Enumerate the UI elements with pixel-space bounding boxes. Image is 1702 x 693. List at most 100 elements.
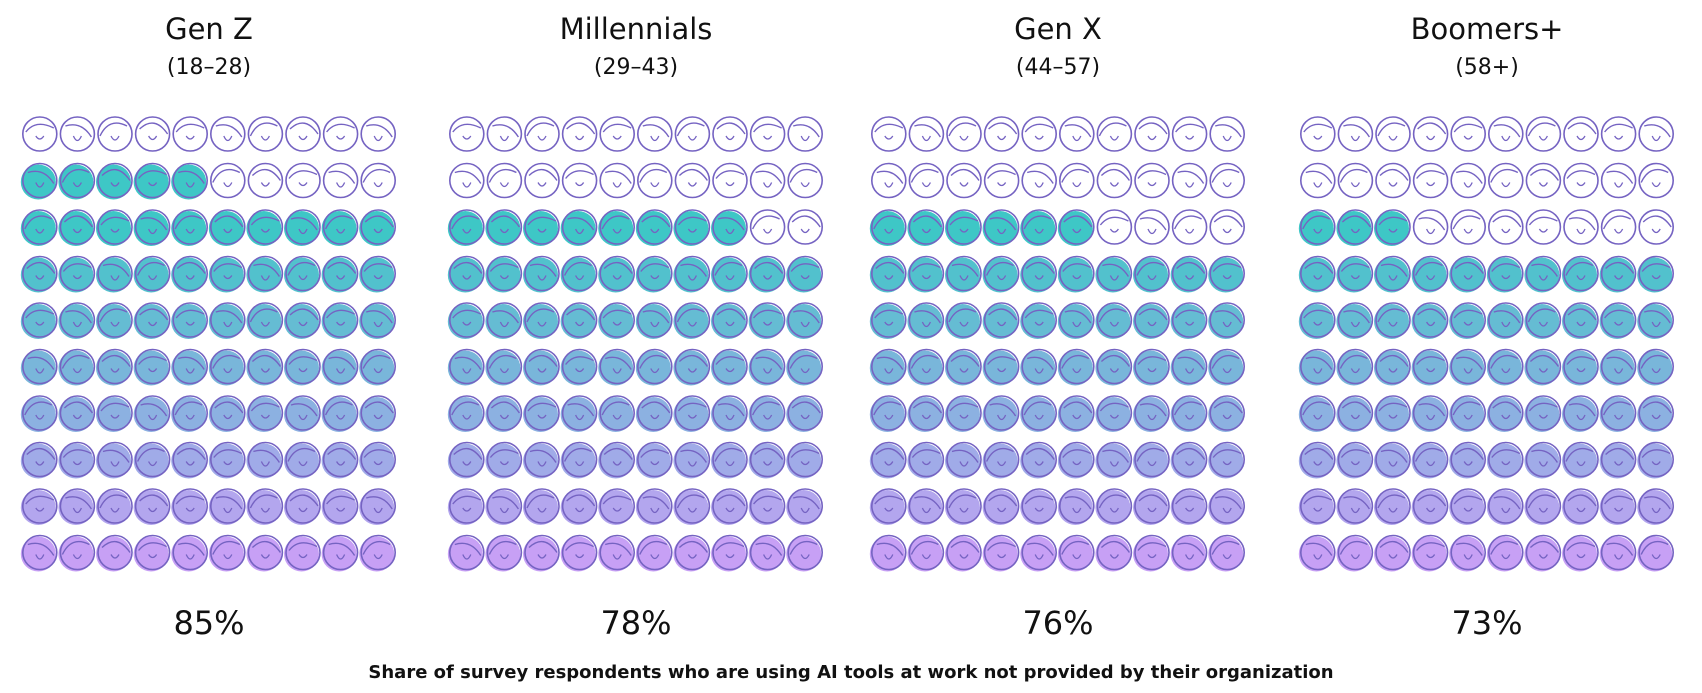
face-feature xyxy=(1313,321,1323,326)
face-outline xyxy=(21,116,58,152)
face-outline xyxy=(1525,302,1562,338)
face-hair xyxy=(791,401,821,414)
face-fill xyxy=(20,397,56,432)
face-outline xyxy=(1488,116,1524,152)
face-outline xyxy=(1525,348,1562,385)
face-fill xyxy=(96,490,131,525)
face-hair xyxy=(951,263,979,277)
face-outline xyxy=(360,534,397,571)
face-outline xyxy=(97,488,133,524)
face-feature xyxy=(612,135,622,140)
face-feature xyxy=(298,321,308,327)
face-outline xyxy=(322,441,359,478)
face-hair xyxy=(1378,402,1408,412)
face-hair xyxy=(1414,447,1443,462)
face-feature xyxy=(72,321,82,328)
face-hair xyxy=(1173,401,1202,416)
face-outline xyxy=(636,302,673,338)
face-outline xyxy=(448,209,485,245)
face-feature xyxy=(1222,228,1232,234)
face-outline xyxy=(1525,488,1562,524)
face-hair xyxy=(1454,447,1484,460)
face-outline xyxy=(1525,534,1562,571)
face-feature xyxy=(1147,414,1157,421)
face-feature xyxy=(110,182,120,187)
face-hair xyxy=(1100,354,1130,367)
face-hair xyxy=(642,124,670,138)
face-outline xyxy=(322,488,359,524)
face-outline xyxy=(322,255,359,292)
face-outline xyxy=(1638,255,1674,292)
face-outline xyxy=(1134,488,1170,524)
face-outline xyxy=(1638,534,1674,571)
face-outline xyxy=(1171,395,1208,431)
face-feature xyxy=(997,461,1007,467)
face-outline xyxy=(524,488,560,524)
face-feature xyxy=(499,414,509,420)
face-hair xyxy=(1304,261,1334,274)
face-fill xyxy=(485,350,521,386)
face-feature xyxy=(1614,461,1624,466)
face-hair xyxy=(528,354,558,367)
face-outline xyxy=(1638,302,1674,338)
face-fill xyxy=(321,490,357,525)
face-hair xyxy=(1565,447,1594,462)
face-outline xyxy=(1096,395,1133,431)
face-fill xyxy=(1020,397,1056,432)
face-hair xyxy=(364,215,394,228)
face-hair xyxy=(563,261,592,276)
face-outline xyxy=(1171,302,1208,338)
face-outline xyxy=(1134,441,1170,478)
face-hair xyxy=(249,308,278,323)
face-feature xyxy=(298,135,308,141)
face-feature xyxy=(462,554,472,560)
face-outline xyxy=(1337,162,1374,199)
face-hair xyxy=(27,356,55,370)
face-fill xyxy=(246,397,282,432)
face-feature xyxy=(148,368,158,373)
face-feature xyxy=(72,507,82,514)
face-hair xyxy=(1490,168,1519,183)
face-outline xyxy=(1412,441,1449,478)
face-hair xyxy=(874,309,904,319)
face-outline xyxy=(360,116,397,152)
face-fill xyxy=(1411,443,1447,479)
face-feature xyxy=(336,275,346,280)
face-hair xyxy=(65,124,92,138)
face-hair xyxy=(1455,542,1483,556)
face-fill xyxy=(1057,443,1093,479)
face-outline xyxy=(360,209,397,245)
waffle-faces xyxy=(448,116,824,571)
face-hair xyxy=(215,310,243,324)
face-hair xyxy=(324,215,353,230)
face-outline xyxy=(561,534,598,571)
face-outline xyxy=(1375,116,1411,152)
face-outline xyxy=(1059,488,1095,524)
face-feature xyxy=(1426,414,1436,421)
face-outline xyxy=(247,116,284,152)
face-hair xyxy=(175,495,205,505)
face-outline xyxy=(1209,441,1245,478)
face-hair xyxy=(875,261,905,274)
face-hair xyxy=(249,122,278,137)
face-fill xyxy=(1374,257,1409,293)
face-hair xyxy=(1175,123,1204,133)
face-fill xyxy=(1208,257,1244,293)
face-feature xyxy=(1109,554,1119,559)
face-hair xyxy=(492,124,519,138)
face-feature xyxy=(1350,182,1360,188)
face-feature xyxy=(110,368,120,373)
face-hair xyxy=(1377,122,1406,137)
face-feature xyxy=(959,275,969,281)
face-hair xyxy=(640,449,670,458)
face-feature xyxy=(373,321,383,328)
face-hair xyxy=(61,168,90,183)
face-hair xyxy=(1211,168,1240,183)
face-feature xyxy=(1313,182,1323,188)
face-feature xyxy=(650,228,660,234)
face-feature xyxy=(1313,507,1323,512)
face-fill xyxy=(907,490,943,525)
face-fill xyxy=(1095,397,1131,432)
face-fill xyxy=(171,164,207,200)
face-feature xyxy=(260,275,270,281)
